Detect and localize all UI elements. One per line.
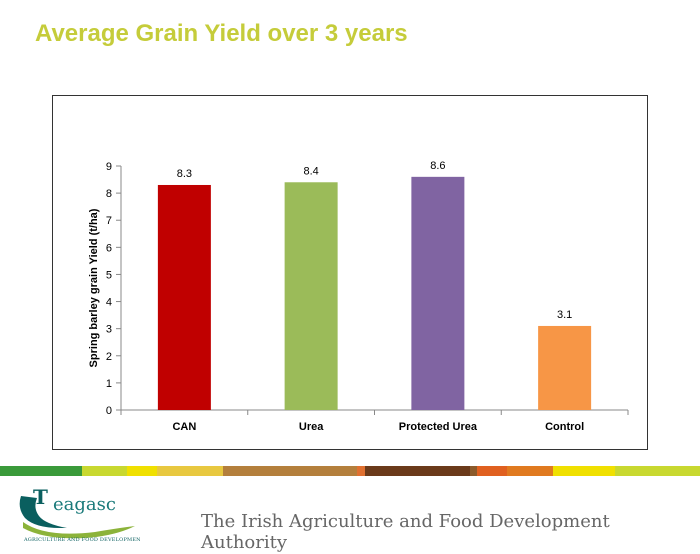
y-tick-label: 2 xyxy=(106,351,112,363)
stripe-segment xyxy=(223,466,357,476)
stripe-segment xyxy=(82,466,127,476)
x-tick-label: Urea xyxy=(299,421,324,433)
stripe-segment xyxy=(0,466,82,476)
stripe-segment xyxy=(365,466,470,476)
stripe-segment xyxy=(357,466,365,476)
page-title: Average Grain Yield over 3 years xyxy=(35,20,408,47)
stripe-segment xyxy=(157,466,223,476)
color-stripe xyxy=(0,466,700,476)
y-tick-label: 6 xyxy=(106,242,112,254)
x-tick-label: Control xyxy=(545,421,584,433)
y-tick-label: 8 xyxy=(106,188,112,200)
logo-mark-icon xyxy=(19,496,68,528)
data-label: 8.3 xyxy=(177,168,192,180)
stripe-segment xyxy=(615,466,700,476)
y-axis-label: Spring barley grain Yield (t/ha) xyxy=(88,208,100,367)
y-tick-label: 4 xyxy=(106,297,112,309)
chart-frame: 0 1 2 3 4 5 6 7 8 9 8.3 CAN 8.4 Urea 8.6 Protected Urea… xyxy=(52,95,648,450)
data-label: 8.4 xyxy=(303,165,318,177)
svg-text:AGRICULTURE AND FOOD DEVELOPME: AGRICULTURE AND FOOD DEVELOPMENT AUTHORI… xyxy=(23,537,140,543)
logo-swoosh-icon xyxy=(23,522,135,539)
bar xyxy=(284,182,338,410)
y-tick-label: 5 xyxy=(106,269,112,281)
teagasc-logo: eagasc T AGRICULTURE AND FOOD DEVELOPMEN… xyxy=(19,488,140,543)
stripe-segment xyxy=(470,466,477,476)
bar xyxy=(538,325,592,410)
y-tick-label: 1 xyxy=(106,378,112,390)
stripe-segment xyxy=(477,466,507,476)
y-tick-label: 7 xyxy=(106,215,112,227)
svg-text:T: T xyxy=(33,488,48,509)
y-tick-label: 9 xyxy=(106,161,112,173)
stripe-segment xyxy=(507,466,553,476)
bar-chart: 0 1 2 3 4 5 6 7 8 9 8.3 CAN 8.4 Urea 8.6 Protected Urea… xyxy=(88,160,629,433)
y-tick-label: 3 xyxy=(106,324,112,336)
x-tick-label: Protected Urea xyxy=(399,421,478,433)
y-tick-label: 0 xyxy=(106,405,112,417)
x-tick-label: CAN xyxy=(172,421,196,433)
svg-text:eagasc: eagasc xyxy=(53,494,116,515)
data-label: 8.6 xyxy=(430,160,445,172)
stripe-segment xyxy=(553,466,615,476)
bar xyxy=(157,184,211,410)
data-label: 3.1 xyxy=(557,309,572,321)
organization-tagline: The Irish Agriculture and Food Developme… xyxy=(201,511,610,553)
bar xyxy=(411,176,465,410)
stripe-segment xyxy=(127,466,157,476)
